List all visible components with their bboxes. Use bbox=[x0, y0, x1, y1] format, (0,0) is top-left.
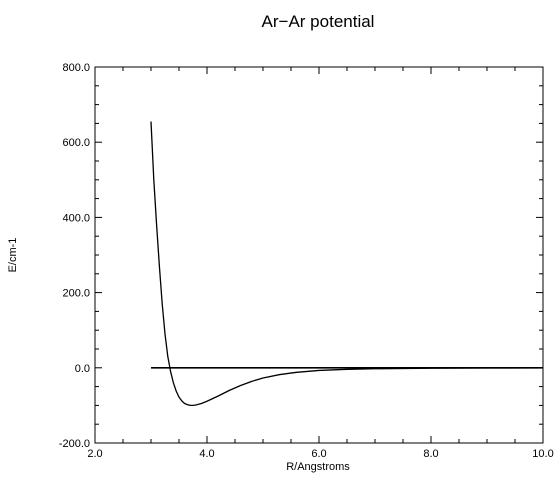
y-tick-labels: -200.0 0.0 200.0 400.0 600.0 800.0 bbox=[59, 62, 90, 450]
x-tick-label: 8.0 bbox=[423, 448, 438, 460]
y-tick-label: 600.0 bbox=[62, 137, 90, 149]
x-tick-label: 2.0 bbox=[87, 448, 102, 460]
axis-ticks bbox=[94, 66, 544, 444]
x-tick-label: 6.0 bbox=[311, 448, 326, 460]
y-tick-label: 200.0 bbox=[62, 288, 90, 300]
series-line bbox=[150, 121, 544, 407]
y-tick-label: 400.0 bbox=[62, 212, 90, 224]
y-axis-label: E/cm-1 bbox=[7, 238, 19, 273]
series-layer bbox=[150, 121, 544, 407]
x-tick-labels: 2.0 4.0 6.0 8.0 10.0 bbox=[87, 448, 553, 460]
plot-frame bbox=[94, 66, 544, 444]
y-tick-label: 0.0 bbox=[75, 363, 90, 375]
x-axis-label: R/Angstroms bbox=[286, 461, 350, 473]
chart-title: Ar−Ar potential bbox=[262, 12, 375, 31]
x-tick-label: 4.0 bbox=[199, 448, 214, 460]
x-tick-label: 10.0 bbox=[532, 448, 553, 460]
y-tick-label: -200.0 bbox=[59, 438, 90, 450]
y-tick-label: 800.0 bbox=[62, 62, 90, 74]
